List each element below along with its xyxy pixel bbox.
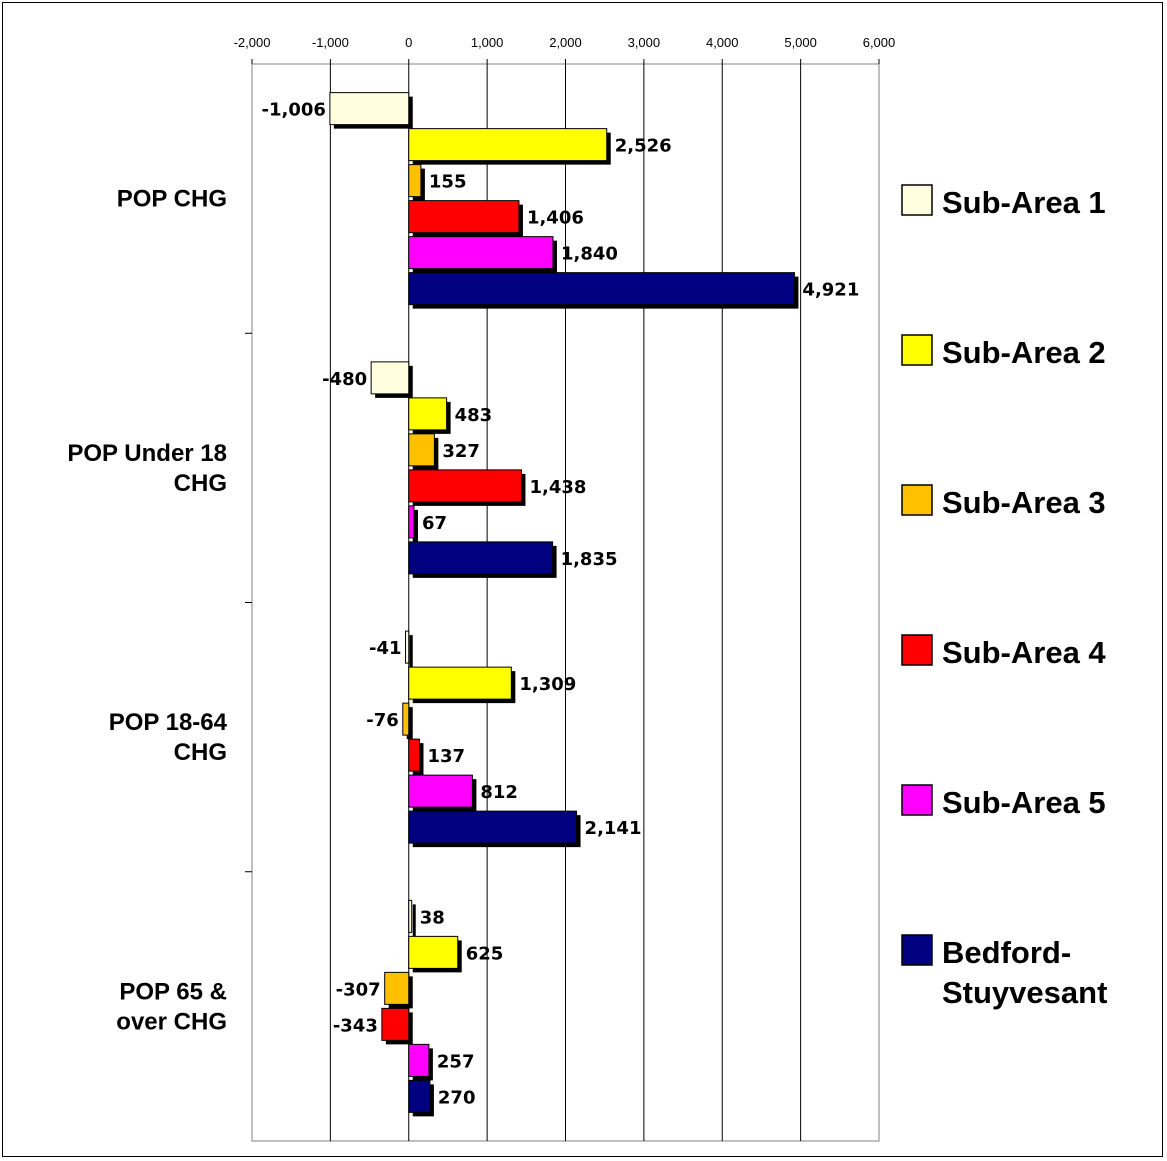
data-label: -76: [366, 710, 399, 731]
data-label: 137: [427, 746, 465, 767]
legend-swatch: [901, 634, 933, 666]
data-label: 270: [438, 1087, 476, 1108]
data-label: 812: [480, 782, 518, 803]
bar-shadow: [412, 904, 416, 937]
data-label: 155: [429, 172, 467, 193]
data-label: -307: [336, 979, 381, 1000]
legend-label: Sub-Area 3: [942, 485, 1106, 520]
bar: [408, 469, 522, 503]
category-label: POP CHG: [117, 186, 227, 213]
bar: [408, 541, 554, 575]
bar: [408, 128, 608, 162]
data-label: 1,438: [529, 477, 586, 498]
x-tick-label: 4,000: [706, 35, 739, 50]
data-label: 2,526: [615, 136, 672, 157]
category-label: POP 65 &: [119, 978, 227, 1005]
legend-label: Sub-Area 2: [942, 335, 1106, 370]
bar: [405, 630, 410, 664]
bar: [370, 361, 410, 395]
bar: [408, 433, 435, 467]
legend-label: Sub-Area 5: [942, 785, 1106, 820]
legend-swatch: [901, 184, 933, 216]
category-label: over CHG: [116, 1008, 227, 1035]
bar-shadow: [406, 707, 413, 740]
x-tick-label: 0: [405, 35, 412, 50]
x-tick-label: 1,000: [471, 35, 504, 50]
legend-label: Sub-Area 4: [942, 635, 1106, 670]
bar-shadow: [412, 509, 419, 542]
x-tick-label: 2,000: [549, 35, 582, 50]
bar: [402, 702, 410, 736]
data-label: 1,840: [561, 244, 618, 265]
x-tick-label: 3,000: [628, 35, 661, 50]
legend-swatch: [901, 484, 933, 516]
legend-swatch: [901, 784, 933, 816]
bar: [408, 899, 413, 933]
category-label: CHG: [174, 470, 227, 497]
legend-swatch: [901, 334, 933, 366]
data-label: -41: [369, 638, 402, 659]
bar: [408, 200, 520, 234]
data-label: 625: [466, 943, 504, 964]
data-label: 1,406: [527, 208, 584, 229]
data-label: 327: [442, 441, 480, 462]
category-label: POP Under 18: [67, 440, 227, 467]
bar: [408, 1043, 430, 1077]
data-label: 2,141: [585, 818, 642, 839]
legend-swatch: [901, 934, 933, 966]
bar: [408, 505, 415, 539]
data-label: 257: [437, 1051, 475, 1072]
bar: [408, 236, 554, 270]
data-label: 1,835: [561, 549, 618, 570]
x-tick-label: 5,000: [784, 35, 817, 50]
data-label: -1,006: [261, 100, 325, 121]
bar: [408, 810, 578, 844]
bar: [381, 1007, 410, 1041]
bar: [384, 971, 410, 1005]
bar: [408, 397, 448, 431]
bar: [408, 1079, 431, 1113]
bar: [408, 738, 420, 772]
bar-shadow: [409, 635, 413, 668]
bar: [408, 666, 512, 700]
bar: [408, 272, 795, 306]
legend-label: Stuyvesant: [942, 975, 1107, 1010]
data-label: 1,309: [519, 674, 576, 695]
bar: [408, 774, 473, 808]
legend-label: Sub-Area 1: [942, 185, 1106, 220]
data-label: 483: [455, 405, 493, 426]
bar: [329, 92, 410, 126]
data-label: -343: [333, 1015, 378, 1036]
data-label: 67: [422, 513, 447, 534]
x-tick-label: -1,000: [312, 35, 349, 50]
bar: [408, 935, 459, 969]
bar: [408, 164, 422, 198]
data-label: 38: [420, 907, 445, 928]
data-label: -480: [322, 369, 367, 390]
legend-label: Bedford-: [942, 935, 1071, 970]
category-label: CHG: [174, 739, 227, 766]
category-label: POP 18-64: [109, 709, 228, 736]
x-tick-label: 6,000: [863, 35, 896, 50]
data-label: 4,921: [802, 280, 859, 301]
x-tick-label: -2,000: [234, 35, 271, 50]
